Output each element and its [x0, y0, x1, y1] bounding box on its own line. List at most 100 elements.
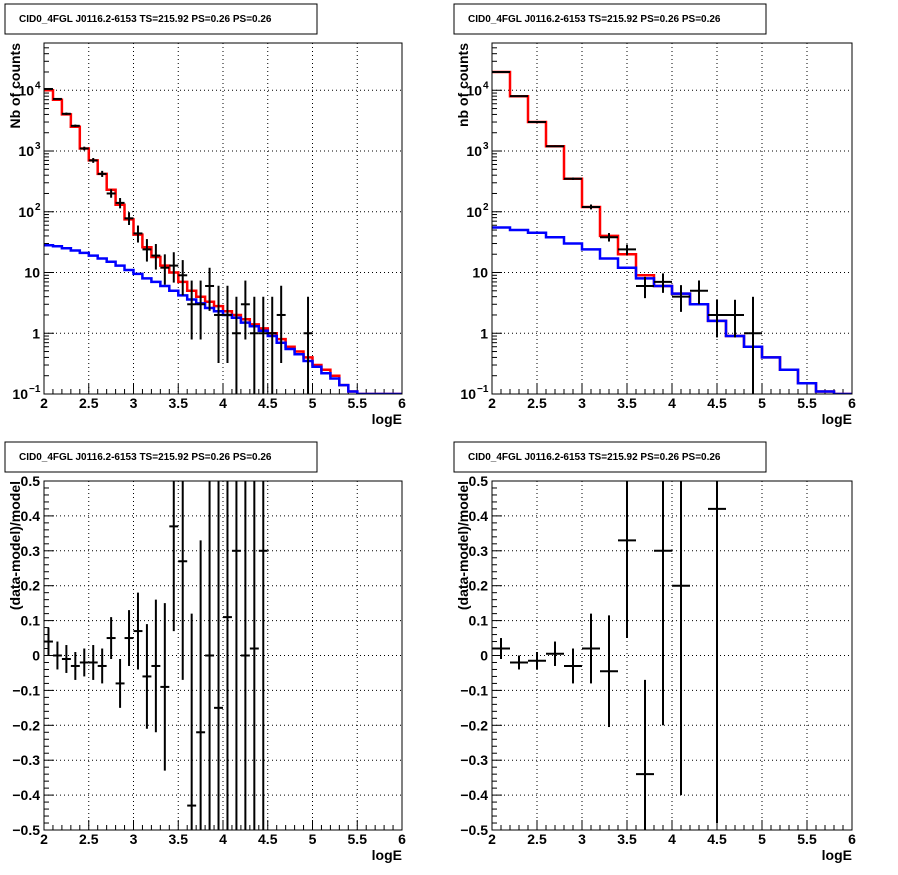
- data-point: [88, 157, 98, 163]
- data-point: [600, 233, 618, 242]
- residuals-left: CID0_4FGL J0116.2-6153 TS=215.92 PS=0.26…: [4, 441, 406, 863]
- x-tick-label: 4: [668, 395, 676, 411]
- y-tick-label: 0.5: [21, 473, 41, 489]
- counts-right: CID0_4FGL J0116.2-6153 TS=215.92 PS=0.26…: [453, 3, 856, 427]
- data-point: [106, 189, 116, 198]
- data-point: [240, 481, 250, 830]
- data-point: [142, 239, 152, 262]
- data-point: [492, 638, 510, 659]
- data-point: [160, 254, 170, 285]
- data-point: [133, 225, 143, 243]
- data-point: [44, 627, 53, 656]
- y-tick-exponent: 3: [483, 141, 489, 152]
- counts-left: CID0_4FGL J0116.2-6153 TS=215.92 PS=0.26…: [4, 3, 406, 427]
- y-tick-label: 0.1: [469, 613, 489, 629]
- x-tick-label: 2.5: [79, 831, 99, 847]
- data-point: [564, 177, 582, 180]
- y-tick-label: 10: [472, 265, 488, 281]
- x-tick-label: 3: [130, 395, 138, 411]
- x-tick-label: 4.5: [707, 831, 727, 847]
- y-axis-title: Nb of counts: [7, 43, 23, 129]
- x-tick-label: 2.5: [79, 395, 99, 411]
- y-tick-label: 0: [480, 648, 488, 664]
- data-point: [258, 481, 268, 830]
- x-tick-label: 4: [219, 831, 227, 847]
- x-tick-label: 5: [758, 395, 766, 411]
- data-point: [672, 481, 690, 796]
- data-point: [528, 121, 546, 124]
- data-point: [510, 655, 528, 670]
- x-tick-label: 3: [578, 395, 586, 411]
- data-point: [636, 276, 654, 299]
- x-tick-label: 2.5: [527, 831, 547, 847]
- title-box: [453, 441, 767, 473]
- data-point: [546, 145, 564, 148]
- y-tick-label: 10: [460, 386, 476, 402]
- data-point: [303, 296, 313, 394]
- y-tick-label: 1: [32, 325, 40, 341]
- chart-title: CID0_4FGL J0116.2-6153 TS=215.92 PS=0.26…: [468, 452, 721, 463]
- x-tick-label: 5: [758, 831, 766, 847]
- data-point: [169, 481, 179, 632]
- y-tick-label: −0.1: [12, 682, 40, 698]
- x-tick-label: 5.5: [797, 395, 817, 411]
- plot-frame: [491, 42, 853, 395]
- data-point: [169, 252, 179, 283]
- data-point: [546, 641, 564, 666]
- data-point: [97, 648, 107, 684]
- x-tick-label: 3.5: [617, 831, 637, 847]
- x-axis-title: logE: [822, 847, 852, 863]
- data-point: [205, 481, 215, 830]
- data-point: [231, 296, 241, 394]
- data-point: [52, 641, 62, 670]
- x-tick-label: 5: [309, 831, 317, 847]
- data-point: [178, 481, 188, 680]
- data-point: [124, 610, 134, 666]
- y-tick-label: 0.4: [21, 508, 41, 524]
- x-tick-label: 6: [848, 831, 856, 847]
- plot-frame: [491, 480, 853, 831]
- data-point: [223, 285, 232, 363]
- x-axis-title: logE: [822, 411, 852, 427]
- data-point: [106, 617, 116, 659]
- data-point: [187, 613, 197, 830]
- data-point: [133, 592, 143, 670]
- y-tick-label: 10: [466, 204, 482, 220]
- y-tick-label: −0.4: [460, 787, 488, 803]
- data-point: [249, 481, 259, 830]
- data-point: [582, 204, 600, 210]
- x-tick-label: 2: [40, 395, 48, 411]
- data-point: [196, 280, 206, 340]
- data-point: [528, 652, 546, 670]
- x-tick-label: 2: [40, 831, 48, 847]
- data-point: [600, 615, 618, 728]
- plot-area: [492, 481, 726, 830]
- data-point: [231, 481, 241, 830]
- data-point: [52, 97, 62, 100]
- data-point: [44, 87, 53, 90]
- y-tick-exponent: 2: [35, 202, 41, 213]
- y-tick-label: 0.2: [469, 578, 489, 594]
- y-tick-exponent: 4: [35, 80, 41, 91]
- y-tick-label: 0.2: [21, 578, 41, 594]
- y-tick-label: 10: [18, 82, 34, 98]
- x-axis-title: logE: [372, 847, 402, 863]
- data-point: [79, 146, 89, 151]
- data-point: [160, 603, 170, 771]
- data-point: [672, 285, 690, 312]
- y-tick-exponent: 2: [483, 202, 489, 213]
- x-tick-label: 6: [398, 395, 406, 411]
- x-tick-label: 6: [848, 395, 856, 411]
- data-point: [142, 624, 152, 729]
- y-tick-label: −0.2: [12, 717, 40, 733]
- data-point: [70, 652, 80, 680]
- y-tick-label: 0.4: [469, 508, 489, 524]
- data-point: [115, 198, 125, 209]
- chart-title: CID0_4FGL J0116.2-6153 TS=215.92 PS=0.26…: [468, 14, 721, 25]
- y-axis-title: nb of counts: [455, 43, 471, 127]
- y-tick-label: 10: [18, 204, 34, 220]
- y-tick-label: 0.1: [21, 613, 41, 629]
- y-tick-label: 10: [18, 143, 34, 159]
- x-tick-label: 5.5: [348, 831, 368, 847]
